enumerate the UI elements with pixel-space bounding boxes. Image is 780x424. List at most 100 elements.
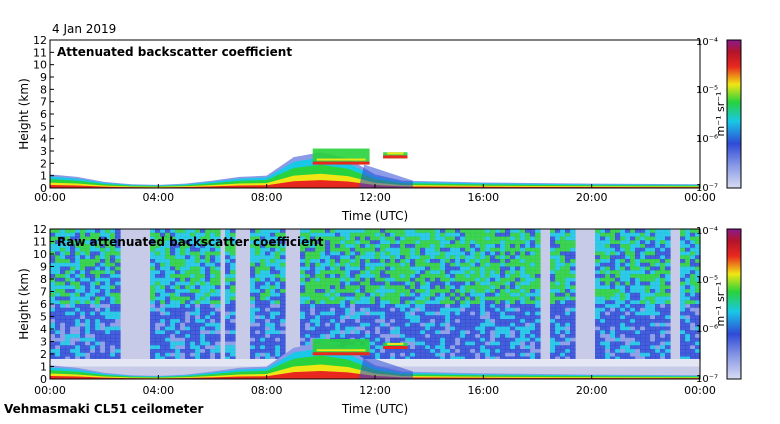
signal-cell — [605, 262, 611, 268]
signal-cell — [650, 319, 656, 324]
signal-cell — [450, 255, 456, 260]
x-tick-label: 08:00 — [251, 384, 283, 397]
signal-cell — [315, 232, 321, 238]
signal-cell — [440, 240, 446, 245]
signal-cell — [615, 304, 621, 309]
signal-cell — [370, 326, 376, 331]
signal-cell — [270, 319, 276, 324]
signal-cell — [595, 315, 601, 320]
signal-cell — [110, 292, 116, 298]
signal-cell — [150, 311, 156, 316]
signal-cell — [65, 330, 71, 335]
signal-cell — [610, 289, 616, 294]
signal-cell — [595, 232, 601, 238]
signal-cell — [330, 307, 336, 313]
signal-cell — [515, 326, 521, 331]
signal-cell — [250, 311, 256, 316]
signal-cell — [205, 240, 211, 245]
signal-cell — [180, 251, 186, 256]
signal-cell — [340, 270, 346, 275]
signal-cell — [400, 262, 406, 268]
signal-cell — [495, 289, 501, 294]
signal-cell — [450, 334, 456, 339]
signal-cell — [430, 307, 436, 313]
signal-cell — [325, 285, 331, 290]
signal-cell — [390, 292, 396, 298]
signal-cell — [80, 236, 86, 241]
signal-cell — [345, 270, 351, 275]
signal-cell — [375, 266, 381, 271]
signal-cell — [175, 349, 181, 354]
signal-cell — [335, 240, 341, 245]
signal-cell — [415, 296, 421, 301]
signal-cell — [230, 345, 236, 350]
signal-cell — [395, 337, 401, 343]
signal-cell — [690, 334, 696, 339]
signal-cell — [555, 319, 561, 324]
signal-cell — [505, 352, 511, 358]
signal-cell — [595, 236, 601, 241]
signal-cell — [490, 236, 496, 241]
signal-cell — [370, 240, 376, 245]
signal-cell — [165, 319, 171, 324]
signal-cell — [605, 244, 611, 249]
signal-cell — [485, 262, 491, 268]
signal-cell — [610, 262, 616, 268]
signal-cell — [505, 356, 511, 361]
signal-cell — [225, 319, 231, 324]
signal-cell — [310, 247, 316, 253]
signal-cell — [150, 255, 156, 260]
signal-cell — [415, 352, 421, 358]
signal-cell — [255, 319, 261, 324]
signal-cell — [665, 296, 671, 301]
signal-cell — [685, 356, 691, 361]
signal-cell — [680, 341, 686, 346]
signal-cell — [515, 356, 521, 361]
signal-cell — [350, 311, 356, 316]
signal-cell — [205, 356, 211, 361]
top-panel: Attenuated backscatter coefficient 01234… — [17, 34, 742, 223]
signal-cell — [395, 304, 401, 309]
signal-cell — [325, 244, 331, 249]
signal-cell — [230, 311, 236, 316]
signal-cell — [600, 319, 606, 324]
signal-cell — [550, 300, 556, 305]
signal-cell — [515, 251, 521, 256]
signal-cell — [550, 277, 556, 283]
signal-cell — [230, 300, 236, 305]
signal-cell — [535, 274, 541, 279]
signal-cell — [690, 326, 696, 331]
signal-cell — [615, 341, 621, 346]
signal-cell — [465, 352, 471, 358]
signal-cell — [115, 300, 121, 305]
signal-cell — [680, 266, 686, 271]
signal-cell — [320, 289, 326, 294]
signal-cell — [90, 349, 96, 354]
signal-cell — [335, 311, 341, 316]
signal-cell — [395, 349, 401, 354]
signal-cell — [325, 311, 331, 316]
signal-cell — [250, 229, 256, 234]
signal-cell — [250, 341, 256, 346]
signal-cell — [85, 330, 91, 335]
signal-cell — [80, 356, 86, 361]
signal-cell — [425, 296, 431, 301]
signal-cell — [390, 334, 396, 339]
signal-cell — [255, 356, 261, 361]
signal-cell — [215, 296, 221, 301]
signal-cell — [445, 247, 451, 253]
signal-cell — [615, 274, 621, 279]
signal-cell — [160, 345, 166, 350]
signal-cell — [365, 311, 371, 316]
signal-cell — [210, 356, 216, 361]
signal-cell — [630, 232, 636, 238]
signal-cell — [265, 259, 271, 264]
signal-cell — [180, 345, 186, 350]
signal-cell — [150, 244, 156, 249]
signal-cell — [310, 315, 316, 320]
signal-cell — [330, 300, 336, 305]
signal-cell — [685, 319, 691, 324]
signal-cell — [260, 266, 266, 271]
signal-cell — [80, 349, 86, 354]
